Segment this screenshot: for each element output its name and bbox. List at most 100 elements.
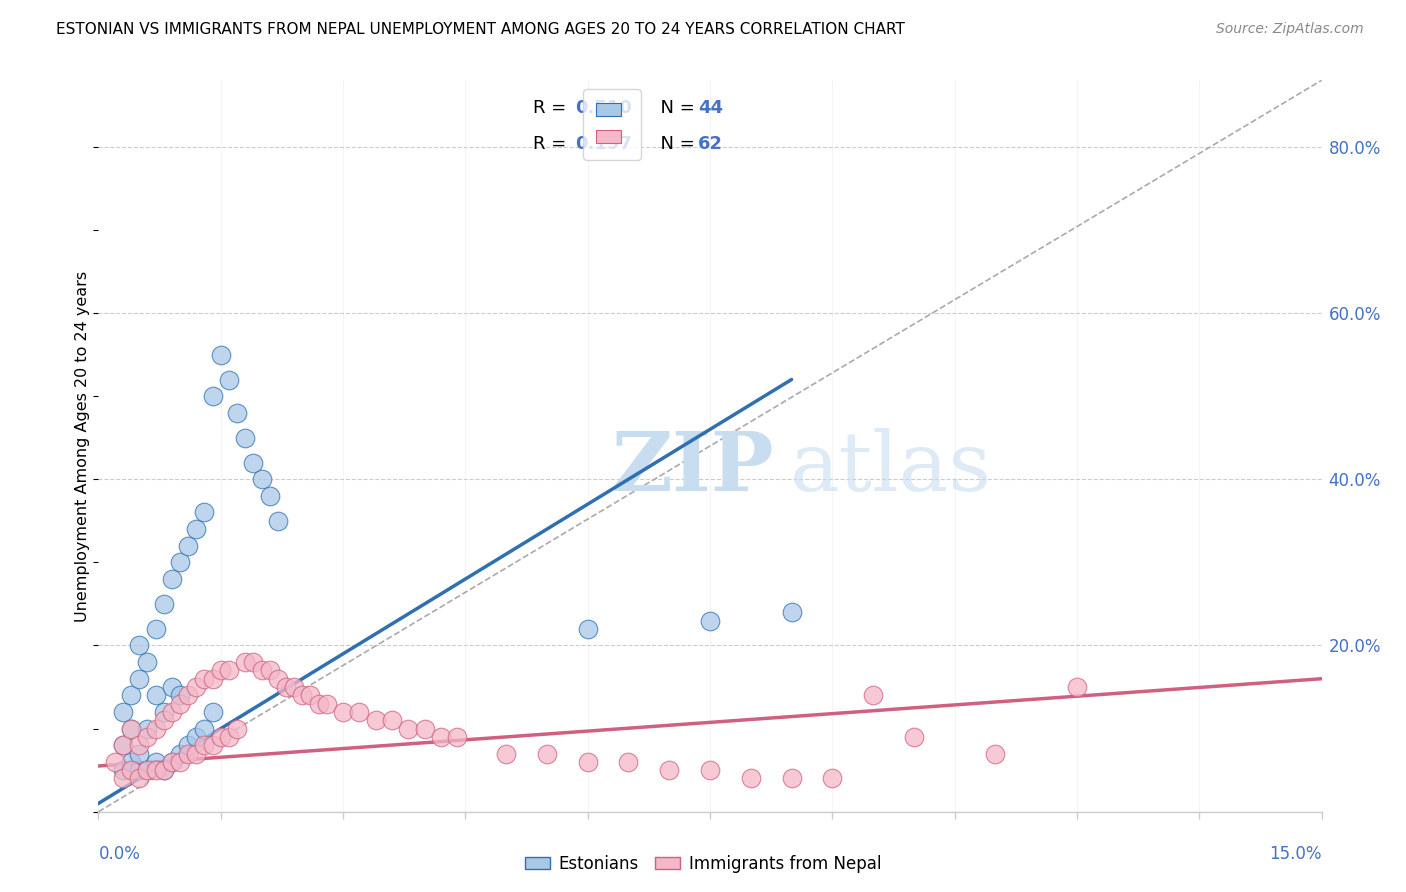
Point	[152, 705, 174, 719]
Point	[128, 639, 150, 653]
Point	[658, 763, 681, 777]
Point	[233, 431, 256, 445]
Point	[186, 680, 208, 694]
Point	[120, 689, 142, 703]
Text: 0.510: 0.510	[575, 99, 633, 117]
Point	[136, 763, 159, 777]
Point	[218, 664, 240, 678]
Point	[136, 730, 159, 744]
Point	[740, 772, 762, 786]
Point	[862, 689, 884, 703]
Point	[169, 755, 191, 769]
Point	[120, 722, 142, 736]
Point	[169, 697, 191, 711]
Point	[152, 597, 174, 611]
Point	[201, 738, 224, 752]
Point	[1066, 680, 1088, 694]
Point	[267, 672, 290, 686]
Point	[381, 714, 404, 728]
Point	[160, 705, 183, 719]
Point	[136, 763, 159, 777]
Point	[274, 680, 297, 694]
Point	[283, 680, 305, 694]
Text: 0.0%: 0.0%	[98, 845, 141, 863]
Y-axis label: Unemployment Among Ages 20 to 24 years: Unemployment Among Ages 20 to 24 years	[75, 270, 90, 622]
Legend: Estonians, Immigrants from Nepal: Estonians, Immigrants from Nepal	[519, 848, 887, 880]
Text: R =: R =	[533, 136, 572, 153]
Point	[780, 772, 803, 786]
Point	[128, 747, 150, 761]
Point	[201, 389, 224, 403]
Point	[145, 689, 167, 703]
Text: 0.197: 0.197	[575, 136, 633, 153]
Point	[160, 680, 183, 694]
Point	[145, 755, 167, 769]
Point	[430, 730, 453, 744]
Point	[226, 406, 249, 420]
Point	[259, 489, 281, 503]
Point	[267, 514, 290, 528]
Point	[250, 664, 273, 678]
Point	[193, 506, 215, 520]
Point	[104, 755, 127, 769]
Point	[201, 705, 224, 719]
Point	[120, 755, 142, 769]
Point	[299, 689, 322, 703]
Point	[233, 655, 256, 669]
Point	[136, 722, 159, 736]
Point	[120, 763, 142, 777]
Point	[169, 747, 191, 761]
Point	[201, 672, 224, 686]
Point	[128, 738, 150, 752]
Point	[699, 763, 721, 777]
Point	[186, 522, 208, 536]
Point	[160, 572, 183, 586]
Point	[152, 763, 174, 777]
Text: 44: 44	[697, 99, 723, 117]
Point	[193, 738, 215, 752]
Text: 15.0%: 15.0%	[1270, 845, 1322, 863]
Point	[152, 763, 174, 777]
Point	[209, 347, 232, 362]
Point	[242, 655, 264, 669]
Point	[120, 722, 142, 736]
Point	[177, 738, 200, 752]
Point	[128, 763, 150, 777]
Point	[780, 605, 803, 619]
Point	[145, 722, 167, 736]
Point	[169, 689, 191, 703]
Text: R =: R =	[533, 99, 572, 117]
Point	[413, 722, 436, 736]
Point	[160, 755, 183, 769]
Point	[332, 705, 354, 719]
Point	[617, 755, 640, 769]
Point	[250, 472, 273, 486]
Point	[218, 372, 240, 386]
Point	[349, 705, 371, 719]
Point	[186, 730, 208, 744]
Point	[315, 697, 337, 711]
Point	[128, 672, 150, 686]
Text: Source: ZipAtlas.com: Source: ZipAtlas.com	[1216, 22, 1364, 37]
Point	[128, 772, 150, 786]
Point	[111, 738, 134, 752]
Point	[576, 755, 599, 769]
Point	[111, 763, 134, 777]
Point	[308, 697, 330, 711]
Point	[145, 622, 167, 636]
Point	[396, 722, 419, 736]
Text: ZIP: ZIP	[612, 428, 775, 508]
Text: N =: N =	[650, 136, 700, 153]
Text: ESTONIAN VS IMMIGRANTS FROM NEPAL UNEMPLOYMENT AMONG AGES 20 TO 24 YEARS CORRELA: ESTONIAN VS IMMIGRANTS FROM NEPAL UNEMPL…	[56, 22, 905, 37]
Point	[111, 705, 134, 719]
Point	[177, 539, 200, 553]
Point	[160, 755, 183, 769]
Point	[136, 655, 159, 669]
Point	[226, 722, 249, 736]
Point	[111, 738, 134, 752]
Point	[177, 747, 200, 761]
Point	[186, 747, 208, 761]
Point	[209, 730, 232, 744]
Point	[259, 664, 281, 678]
Point	[821, 772, 844, 786]
